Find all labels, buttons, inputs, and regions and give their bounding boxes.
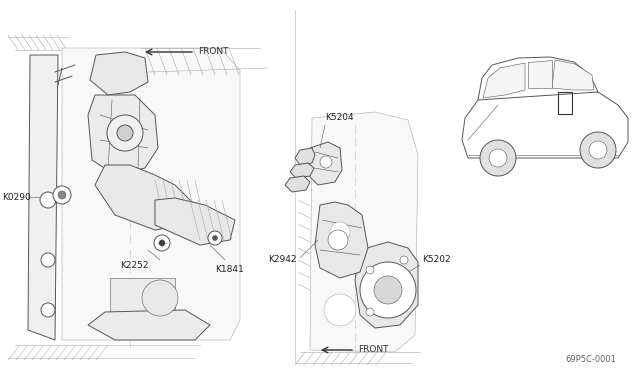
- Bar: [110, 278, 175, 326]
- Circle shape: [208, 231, 222, 245]
- Circle shape: [107, 115, 143, 151]
- Circle shape: [366, 308, 374, 316]
- Polygon shape: [62, 48, 240, 340]
- Circle shape: [320, 156, 332, 168]
- Polygon shape: [28, 55, 58, 340]
- Polygon shape: [285, 176, 310, 192]
- Polygon shape: [295, 148, 315, 165]
- Polygon shape: [88, 310, 210, 340]
- Text: FRONT: FRONT: [358, 346, 388, 355]
- Text: K5202: K5202: [422, 256, 451, 264]
- Circle shape: [142, 280, 178, 316]
- Polygon shape: [552, 60, 594, 90]
- Circle shape: [328, 230, 348, 250]
- Circle shape: [366, 266, 374, 274]
- Polygon shape: [90, 52, 148, 95]
- Polygon shape: [290, 163, 314, 178]
- Text: K0290: K0290: [2, 193, 31, 202]
- Circle shape: [330, 222, 350, 242]
- Circle shape: [489, 149, 507, 167]
- Polygon shape: [315, 202, 368, 278]
- Circle shape: [117, 125, 133, 141]
- Bar: [558, 92, 572, 114]
- Circle shape: [580, 132, 616, 168]
- Circle shape: [40, 192, 56, 208]
- Polygon shape: [95, 165, 195, 230]
- Circle shape: [159, 240, 165, 246]
- Circle shape: [374, 276, 402, 304]
- Circle shape: [589, 141, 607, 159]
- Polygon shape: [308, 142, 342, 185]
- Text: K5204: K5204: [325, 113, 354, 122]
- Circle shape: [154, 235, 170, 251]
- Polygon shape: [462, 88, 628, 158]
- Circle shape: [480, 140, 516, 176]
- Circle shape: [360, 262, 416, 318]
- Polygon shape: [483, 63, 525, 98]
- Circle shape: [41, 303, 55, 317]
- Text: K2252: K2252: [120, 260, 148, 269]
- Circle shape: [53, 186, 71, 204]
- Circle shape: [400, 256, 408, 264]
- Circle shape: [58, 191, 66, 199]
- Polygon shape: [88, 95, 158, 175]
- Polygon shape: [528, 60, 552, 88]
- Polygon shape: [355, 242, 418, 328]
- Circle shape: [324, 294, 356, 326]
- Text: K1841: K1841: [215, 266, 244, 275]
- Text: 69P5C-0001: 69P5C-0001: [565, 356, 616, 365]
- Text: K2942: K2942: [268, 256, 296, 264]
- Text: FRONT: FRONT: [198, 48, 228, 57]
- Circle shape: [41, 253, 55, 267]
- Circle shape: [212, 235, 218, 241]
- Polygon shape: [310, 112, 418, 352]
- Polygon shape: [155, 198, 235, 245]
- Polygon shape: [478, 57, 598, 100]
